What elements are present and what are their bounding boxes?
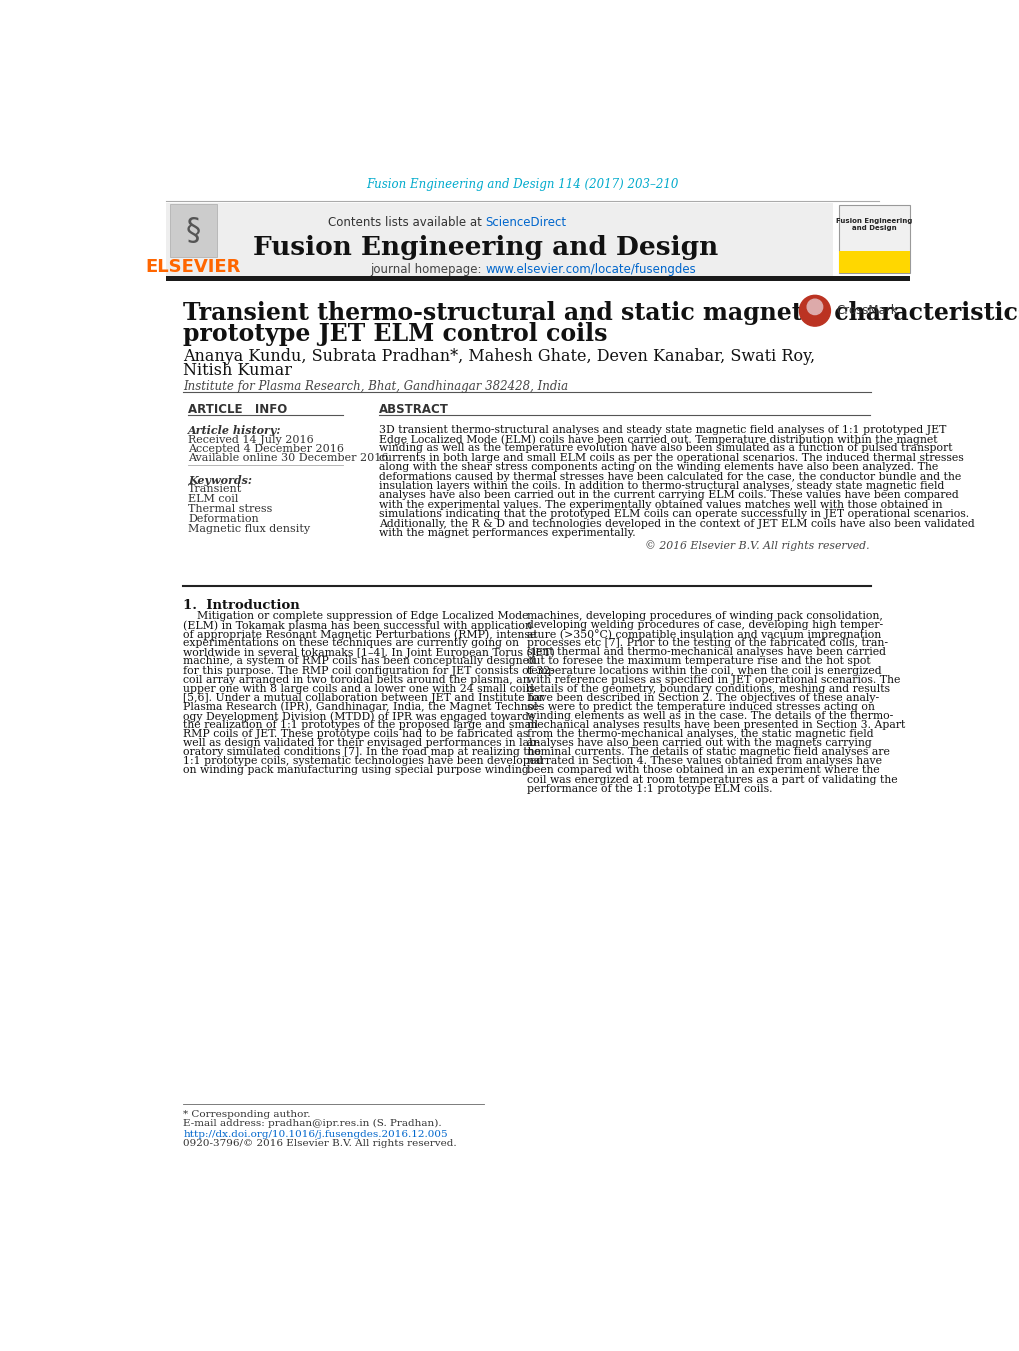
Text: Contents lists available at: Contents lists available at — [327, 216, 485, 230]
Text: 3D transient thermo-structural analyses and steady state magnetic field analyses: 3D transient thermo-structural analyses … — [379, 424, 946, 435]
Text: ELM coil: ELM coil — [187, 494, 238, 504]
Bar — [170, 204, 216, 257]
Text: nominal currents. The details of static magnetic field analyses are: nominal currents. The details of static … — [527, 747, 890, 758]
Text: deformations caused by thermal stresses have been calculated for the case, the c: deformations caused by thermal stresses … — [379, 471, 961, 482]
Text: ARTICLE   INFO: ARTICLE INFO — [187, 403, 287, 416]
Text: have been described in Section 2. The objectives of these analy-: have been described in Section 2. The ob… — [527, 693, 878, 703]
Bar — [166, 276, 909, 281]
Text: details of the geometry, boundary conditions, meshing and results: details of the geometry, boundary condit… — [527, 684, 890, 693]
Text: E-mail address: pradhan@ipr.res.in (S. Pradhan).: E-mail address: pradhan@ipr.res.in (S. P… — [183, 1119, 441, 1128]
Text: Accepted 4 December 2016: Accepted 4 December 2016 — [187, 444, 343, 454]
Text: Available online 30 December 2016: Available online 30 December 2016 — [187, 453, 388, 463]
Text: processes etc [7]. Prior to the testing of the fabricated coils, tran-: processes etc [7]. Prior to the testing … — [527, 638, 888, 648]
Text: Magnetic flux density: Magnetic flux density — [187, 524, 310, 534]
Circle shape — [806, 299, 822, 315]
Text: Edge Localized Mode (ELM) coils have been carried out. Temperature distribution : Edge Localized Mode (ELM) coils have bee… — [379, 434, 936, 444]
Text: simulations indicating that the prototyped ELM coils can operate successfully in: simulations indicating that the prototyp… — [379, 509, 968, 519]
Text: (ELM) in Tokamak plasma has been successful with application: (ELM) in Tokamak plasma has been success… — [183, 620, 532, 631]
Text: ELSEVIER: ELSEVIER — [146, 258, 240, 276]
Circle shape — [799, 296, 829, 326]
Text: performance of the 1:1 prototype ELM coils.: performance of the 1:1 prototype ELM coi… — [527, 784, 772, 793]
Text: Article history:: Article history: — [187, 424, 281, 435]
Text: CrossMark: CrossMark — [836, 304, 898, 317]
Text: currents in both large and small ELM coils as per the operational scenarios. The: currents in both large and small ELM coi… — [379, 453, 963, 463]
Text: experimentations on these techniques are currently going on: experimentations on these techniques are… — [183, 638, 519, 648]
Text: Mitigation or complete suppression of Edge Localized Mode: Mitigation or complete suppression of Ed… — [183, 611, 528, 621]
Text: worldwide in several tokamaks [1–4]. In Joint European Torus (JET): worldwide in several tokamaks [1–4]. In … — [183, 647, 554, 658]
Text: [5,6]. Under a mutual collaboration between JET and Institute for: [5,6]. Under a mutual collaboration betw… — [183, 693, 544, 703]
Text: © 2016 Elsevier B.V. All rights reserved.: © 2016 Elsevier B.V. All rights reserved… — [645, 540, 869, 551]
Text: Fusion Engineering and Design 114 (2017) 203–210: Fusion Engineering and Design 114 (2017)… — [366, 178, 679, 190]
Text: 1:1 prototype coils, systematic technologies have been developed: 1:1 prototype coils, systematic technolo… — [183, 757, 543, 766]
Text: Thermal stress: Thermal stress — [187, 504, 272, 513]
Text: temperature locations within the coil, when the coil is energized: temperature locations within the coil, w… — [527, 666, 881, 676]
Text: sient thermal and thermo-mechanical analyses have been carried: sient thermal and thermo-mechanical anal… — [527, 647, 886, 658]
Text: upper one with 8 large coils and a lower one with 24 small coils: upper one with 8 large coils and a lower… — [183, 684, 535, 693]
Text: along with the shear stress components acting on the winding elements have also : along with the shear stress components a… — [379, 462, 937, 473]
Text: coil was energized at room temperatures as a part of validating the: coil was energized at room temperatures … — [527, 774, 897, 785]
Text: journal homepage:: journal homepage: — [370, 262, 485, 276]
Text: http://dx.doi.org/10.1016/j.fusengdes.2016.12.005: http://dx.doi.org/10.1016/j.fusengdes.20… — [183, 1129, 447, 1139]
Text: 0920-3796/© 2016 Elsevier B.V. All rights reserved.: 0920-3796/© 2016 Elsevier B.V. All right… — [183, 1139, 457, 1148]
Text: machines, developing procedures of winding pack consolidation,: machines, developing procedures of windi… — [527, 611, 882, 621]
Text: prototype JET ELM control coils: prototype JET ELM control coils — [183, 323, 607, 346]
Text: developing welding procedures of case, developing high temper-: developing welding procedures of case, d… — [527, 620, 882, 630]
Text: Fusion Engineering and Design: Fusion Engineering and Design — [253, 235, 717, 261]
Text: for this purpose. The RMP coil configuration for JET consists of 32-: for this purpose. The RMP coil configura… — [183, 666, 553, 676]
Text: been compared with those obtained in an experiment where the: been compared with those obtained in an … — [527, 766, 879, 775]
Text: from the thermo-mechanical analyses, the static magnetic field: from the thermo-mechanical analyses, the… — [527, 730, 873, 739]
Text: Transient thermo-structural and static magnetic characteristics of 1:1: Transient thermo-structural and static m… — [183, 301, 1019, 326]
Text: well as design validated for their envisaged performances in lab-: well as design validated for their envis… — [183, 738, 539, 748]
Text: Keywords:: Keywords: — [187, 474, 252, 486]
Text: §: § — [185, 216, 201, 245]
Text: ses were to predict the temperature induced stresses acting on: ses were to predict the temperature indu… — [527, 703, 874, 712]
Text: Received 14 July 2016: Received 14 July 2016 — [187, 435, 314, 444]
Text: RMP coils of JET. These prototype coils had to be fabricated as: RMP coils of JET. These prototype coils … — [183, 730, 528, 739]
Text: insulation layers within the coils. In addition to thermo-structural analyses, s: insulation layers within the coils. In a… — [379, 481, 944, 490]
Text: with reference pulses as specified in JET operational scenarios. The: with reference pulses as specified in JE… — [527, 674, 900, 685]
Bar — [839, 251, 909, 273]
Text: Plasma Research (IPR), Gandhinagar, India, the Magnet Technol-: Plasma Research (IPR), Gandhinagar, Indi… — [183, 703, 541, 712]
Text: Transient: Transient — [187, 484, 242, 494]
Text: with the experimental values. The experimentally obtained values matches well wi: with the experimental values. The experi… — [379, 500, 942, 509]
Text: Additionally, the R & D and technologies developed in the context of JET ELM coi: Additionally, the R & D and technologies… — [379, 519, 974, 528]
Text: oratory simulated conditions [7]. In the road map at realizing the: oratory simulated conditions [7]. In the… — [183, 747, 541, 758]
Text: machine, a system of RMP coils has been conceptually designed: machine, a system of RMP coils has been … — [183, 657, 536, 666]
Text: ature (>350°C) compatible insulation and vacuum impregnation: ature (>350°C) compatible insulation and… — [527, 630, 880, 640]
Text: Ananya Kundu, Subrata Pradhan*, Mahesh Ghate, Deven Kanabar, Swati Roy,: Ananya Kundu, Subrata Pradhan*, Mahesh G… — [183, 347, 814, 365]
Text: winding as well as the temperature evolution have also been simulated as a funct: winding as well as the temperature evolu… — [379, 443, 952, 454]
Text: of appropriate Resonant Magnetic Perturbations (RMP), intense: of appropriate Resonant Magnetic Perturb… — [183, 630, 536, 640]
Text: ABSTRACT: ABSTRACT — [379, 403, 448, 416]
Text: the realization of 1:1 prototypes of the proposed large and small: the realization of 1:1 prototypes of the… — [183, 720, 538, 730]
Text: ogy Development Division (MTDD) of IPR was engaged towards: ogy Development Division (MTDD) of IPR w… — [183, 711, 534, 721]
Text: Deformation: Deformation — [187, 513, 259, 524]
Text: out to foresee the maximum temperature rise and the hot spot: out to foresee the maximum temperature r… — [527, 657, 870, 666]
Text: Fusion Engineering
and Design: Fusion Engineering and Design — [836, 218, 912, 231]
Text: narrated in Section 4. These values obtained from analyses have: narrated in Section 4. These values obta… — [527, 757, 881, 766]
Text: Institute for Plasma Research, Bhat, Gandhinagar 382428, India: Institute for Plasma Research, Bhat, Gan… — [183, 380, 568, 393]
Text: analyses have also been carried out in the current carrying ELM coils. These val: analyses have also been carried out in t… — [379, 490, 958, 500]
Text: www.elsevier.com/locate/fusengdes: www.elsevier.com/locate/fusengdes — [485, 262, 696, 276]
Text: on winding pack manufacturing using special purpose winding: on winding pack manufacturing using spec… — [183, 766, 529, 775]
Text: winding elements as well as in the case. The details of the thermo-: winding elements as well as in the case.… — [527, 711, 893, 721]
Text: analyses have also been carried out with the magnets carrying: analyses have also been carried out with… — [527, 738, 871, 748]
Text: coil array arranged in two toroidal belts around the plasma, an: coil array arranged in two toroidal belt… — [183, 674, 530, 685]
Text: * Corresponding author.: * Corresponding author. — [183, 1111, 311, 1119]
Text: ScienceDirect: ScienceDirect — [485, 216, 567, 230]
Text: Nitish Kumar: Nitish Kumar — [183, 362, 292, 378]
Text: with the magnet performances experimentally.: with the magnet performances experimenta… — [379, 528, 636, 538]
Bar — [166, 203, 832, 277]
Text: mechanical analyses results have been presented in Section 3. Apart: mechanical analyses results have been pr… — [527, 720, 905, 730]
Text: 1.  Introduction: 1. Introduction — [183, 598, 300, 612]
Bar — [839, 205, 909, 273]
